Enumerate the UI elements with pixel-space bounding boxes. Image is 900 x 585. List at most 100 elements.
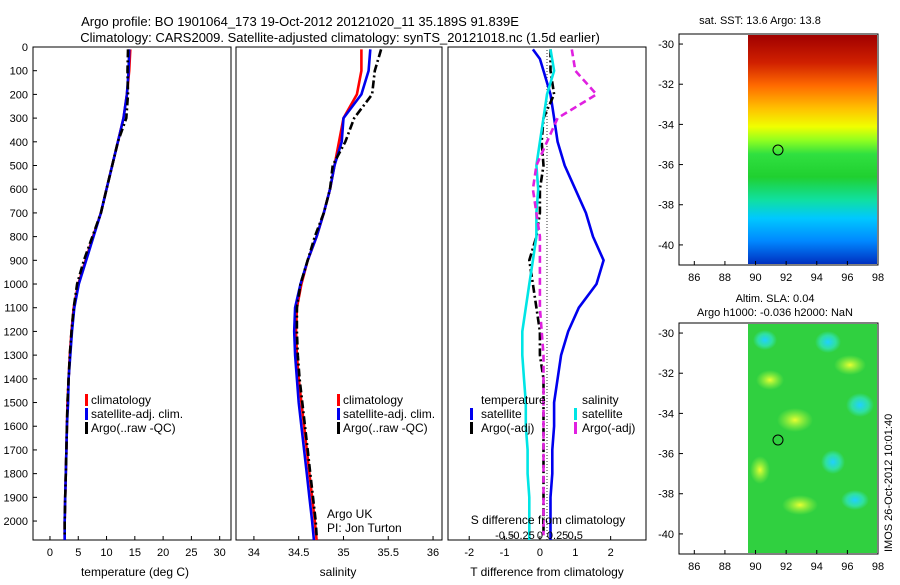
x-tick-label: 35.5 [378, 547, 399, 559]
map-y-tick-label: -38 [658, 489, 674, 501]
depth-tick-label: 1500 [4, 398, 28, 410]
legend-satellite-swatch [85, 408, 88, 420]
legend-satellite-label: satellite-adj. clim. [343, 407, 435, 421]
float-pi-label: PI: Jon Turton [327, 521, 402, 535]
salinity-panel: 34 34.5 35 35.5 36 salinity climatology sate… [235, 46, 443, 579]
legend-argo-label: Argo(..raw -QC) [91, 421, 176, 435]
temperature-series [63, 49, 132, 540]
depth-tick-label: 500 [10, 161, 28, 173]
depth-tick-label: 1200 [4, 326, 28, 338]
x-tick-label: 30 [214, 547, 226, 559]
float-operator-label: Argo UK [327, 507, 372, 521]
depth-tick-label: 1700 [4, 445, 28, 457]
salinity-axis-label: salinity [320, 565, 357, 579]
s-difference-tick-label: 0.25 [547, 530, 568, 542]
legend-temp-argo-label: Argo(-adj) [481, 421, 534, 435]
x-tick-label: 36 [427, 547, 439, 559]
legend-satellite-label: satellite-adj. clim. [91, 407, 183, 421]
depth-tick-label: 900 [10, 255, 28, 267]
figure-title-line-1: Argo profile: BO 1901064_173 19-Oct-2012… [81, 14, 519, 29]
legend-climatology-label: climatology [91, 393, 151, 407]
legend-temp-satellite-swatch [470, 408, 473, 420]
legend-salinity-heading: salinity [582, 393, 619, 407]
depth-tick-label: 2000 [4, 516, 28, 528]
x-tick-label: 20 [157, 547, 169, 559]
legend-climatology-swatch [337, 394, 340, 406]
map-x-tick-label: 90 [749, 561, 761, 573]
legend-argo-swatch [337, 422, 340, 434]
depth-tick-label: 300 [10, 113, 28, 125]
depth-tick-label: 400 [10, 137, 28, 149]
sla-profile-location-marker [772, 434, 784, 446]
series-line-temperature-satellite [531, 48, 605, 540]
map-y-tick-label: -30 [658, 39, 674, 51]
map-y-tick-label: -40 [658, 529, 674, 541]
s-difference-tick-label: 0.5 [568, 530, 583, 542]
legend-sal-argo-swatch [574, 422, 577, 434]
sst-profile-location-marker [772, 144, 784, 156]
s-difference-axis: -0.5-0.25 0 0.25 0.5 [495, 530, 583, 542]
map-y-tick-label: -36 [658, 160, 674, 172]
salinity-plot-frame [235, 46, 443, 541]
s-difference-tick-label: 0 [537, 530, 543, 542]
map-x-tick-label: 90 [749, 272, 761, 284]
depth-tick-label: 1000 [4, 279, 28, 291]
map-y-tick-label: -40 [658, 240, 674, 252]
sla-field-features [750, 330, 874, 515]
sla-map-title-line-2: Argo h1000: -0.036 h2000: NaN [697, 307, 853, 319]
difference-panel: -2 -1 0 1 2 T difference from climatology S … [447, 46, 647, 579]
legend-climatology-label: climatology [343, 393, 403, 407]
s-difference-tick-label: -0.5 [495, 530, 514, 542]
sst-map-title: sat. SST: 13.6 Argo: 13.8 [699, 15, 821, 27]
x-tick-label: 35 [337, 547, 349, 559]
map-x-tick-label: 86 [688, 561, 700, 573]
legend-sal-satellite-swatch [574, 408, 577, 420]
x-tick-label: -2 [464, 547, 474, 559]
sst-map-panel: sat. SST: 13.6 Argo: 13.8 86 88 90 92 94 96 98… [658, 15, 884, 284]
legend-sal-satellite-label: satellite [582, 407, 623, 421]
map-x-tick-label: 92 [780, 561, 792, 573]
x-tick-label: 5 [75, 547, 81, 559]
imos-timestamp-label: IMOS 26-Oct-2012 10:01:40 [883, 414, 895, 552]
temperature-plot-frame [32, 46, 232, 541]
salinity-legend: climatology satellite-adj. clim. Argo(..… [337, 393, 435, 435]
x-tick-label: 15 [129, 547, 141, 559]
depth-tick-label: 1400 [4, 374, 28, 386]
legend-satellite-swatch [337, 408, 340, 420]
x-tick-label: 34.5 [288, 547, 309, 559]
series-line-salinity-satellite [520, 49, 556, 540]
legend-temperature-heading: temperature [481, 393, 546, 407]
x-tick-label: -1 [500, 547, 510, 559]
map-x-tick-label: 88 [719, 561, 731, 573]
sla-map-panel: Altim. SLA: 0.04 Argo h1000: -0.036 h200… [658, 293, 895, 573]
legend-sal-argo-label: Argo(-adj) [582, 421, 635, 435]
depth-tick-label: 600 [10, 184, 28, 196]
map-y-tick-label: -34 [658, 119, 674, 131]
depth-tick-label: 1800 [4, 469, 28, 481]
depth-tick-label: 1600 [4, 421, 28, 433]
x-tick-label: 1 [572, 547, 578, 559]
series-line-argo-raw-qc- [295, 49, 383, 536]
map-x-tick-label: 94 [811, 561, 823, 573]
x-tick-label: 34 [248, 547, 260, 559]
depth-tick-label: 1100 [4, 303, 28, 315]
depth-tick-label: 700 [10, 208, 28, 220]
depth-tick-label: 800 [10, 232, 28, 244]
legend-climatology-swatch [85, 394, 88, 406]
map-x-tick-label: 98 [872, 561, 884, 573]
sla-map-title-line-1: Altim. SLA: 0.04 [736, 293, 815, 305]
temperature-legend: climatology satellite-adj. clim. Argo(..… [85, 393, 183, 435]
legend-argo-swatch [85, 422, 88, 434]
x-tick-label: 0 [47, 547, 53, 559]
x-tick-label: 25 [185, 547, 197, 559]
map-x-tick-label: 98 [872, 272, 884, 284]
temperature-axis-label: temperature (deg C) [81, 565, 189, 579]
map-x-tick-label: 88 [719, 272, 731, 284]
series-line-argo-raw-qc- [63, 49, 130, 536]
s-difference-axis-label: S difference from climatology [471, 513, 626, 527]
map-x-tick-label: 86 [688, 272, 700, 284]
sst-map-axes: 86 88 90 92 94 96 98 -30 -32 -34 -36 -38 -40 [658, 39, 884, 284]
map-y-tick-label: -36 [658, 449, 674, 461]
